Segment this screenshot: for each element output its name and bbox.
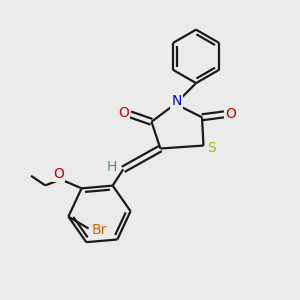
Text: Br: Br [91,223,107,237]
Text: O: O [225,107,236,121]
Text: H: H [107,160,117,174]
Text: S: S [207,141,216,155]
Text: O: O [118,106,129,120]
Text: O: O [53,167,64,181]
Text: N: N [172,94,182,108]
